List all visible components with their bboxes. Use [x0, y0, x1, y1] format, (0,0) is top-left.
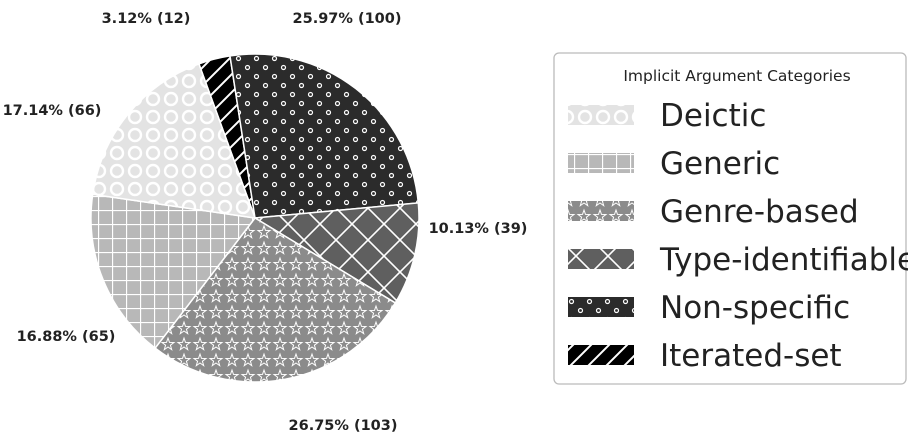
pie-slices	[90, 53, 420, 383]
pie-slice-generic	[90, 193, 257, 350]
slice-label-non-specific: 25.97% (100)	[293, 11, 402, 27]
legend-label-deictic: Deictic	[660, 98, 766, 134]
slice-label-genre-based: 26.75% (103)	[289, 418, 398, 434]
slice-label-iterated-set: 3.12% (12)	[102, 11, 191, 27]
legend-swatch-iterated-set	[568, 345, 634, 365]
slice-label-generic: 16.88% (65)	[17, 329, 116, 345]
legend-swatch-generic	[568, 153, 634, 173]
legend-swatch-genre-based	[568, 201, 634, 221]
slice-labels: 3.12% (12) 25.97% (100) 10.13% (39) 26.7…	[3, 11, 528, 434]
legend-label-type-identifiable: Type-identifiable	[659, 242, 908, 278]
pie-slice-type-identifiable	[252, 202, 420, 304]
legend-label-iterated-set: Iterated-set	[660, 338, 842, 374]
pie-slice-genre-based	[154, 217, 397, 383]
legend-items: Deictic Generic Genre-based Type-identifiab…	[568, 98, 908, 374]
legend-title: Implicit Argument Categories	[623, 67, 850, 85]
legend-frame	[553, 52, 907, 385]
slice-label-type-identifiable: 10.13% (39)	[429, 221, 528, 237]
pie-slice-non-specific	[229, 53, 420, 219]
pie-slice-deictic	[91, 62, 257, 219]
legend: Implicit Argument Categories Deictic Gene…	[553, 52, 908, 385]
slice-label-deictic: 17.14% (66)	[3, 103, 102, 119]
legend-swatch-type-identifiable	[568, 249, 634, 269]
legend-label-generic: Generic	[660, 146, 780, 182]
legend-label-genre-based: Genre-based	[660, 194, 859, 230]
legend-swatch-non-specific	[568, 297, 634, 317]
legend-label-non-specific: Non-specific	[660, 290, 850, 326]
legend-swatch-deictic	[568, 105, 634, 125]
